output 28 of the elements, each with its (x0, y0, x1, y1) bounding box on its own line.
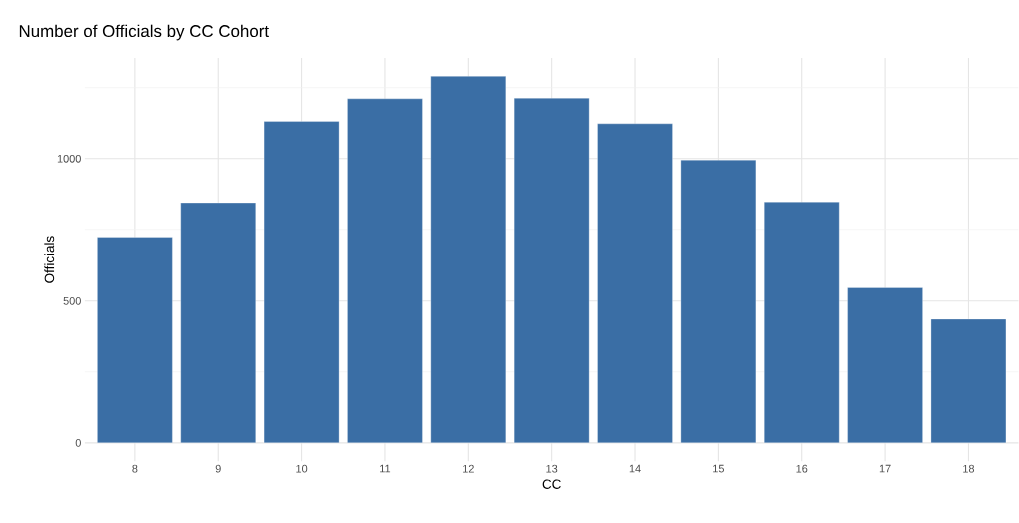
y-tick-label: 0 (75, 438, 81, 447)
bar (180, 202, 256, 443)
x-tick-label: 13 (546, 464, 558, 473)
bar (930, 318, 1007, 443)
x-tick-label: 11 (380, 464, 391, 473)
bar (97, 237, 173, 443)
bar (263, 121, 340, 443)
bar (430, 76, 506, 443)
y-tick-label: 500 (63, 296, 81, 305)
chart-title: Number of Officials by CC Cohort (19, 24, 269, 41)
x-tick-label: 17 (879, 464, 891, 473)
y-axis-title: Officials (44, 236, 55, 283)
x-tick-label: 10 (296, 464, 308, 473)
bar (847, 287, 923, 443)
bar (764, 201, 840, 443)
x-tick-label: 12 (463, 464, 474, 473)
bar (680, 159, 757, 443)
x-tick-label: 8 (132, 464, 138, 473)
y-tick-label: 1000 (57, 154, 81, 163)
bar (347, 98, 423, 443)
x-tick-label: 16 (796, 464, 808, 473)
x-tick-label: 18 (963, 464, 975, 473)
x-tick-label: 14 (629, 464, 641, 473)
bar (514, 98, 590, 443)
x-tick-label: 9 (215, 464, 221, 473)
x-tick-label: 15 (713, 464, 724, 473)
bar (597, 123, 673, 443)
x-axis-title: CC (542, 479, 561, 489)
